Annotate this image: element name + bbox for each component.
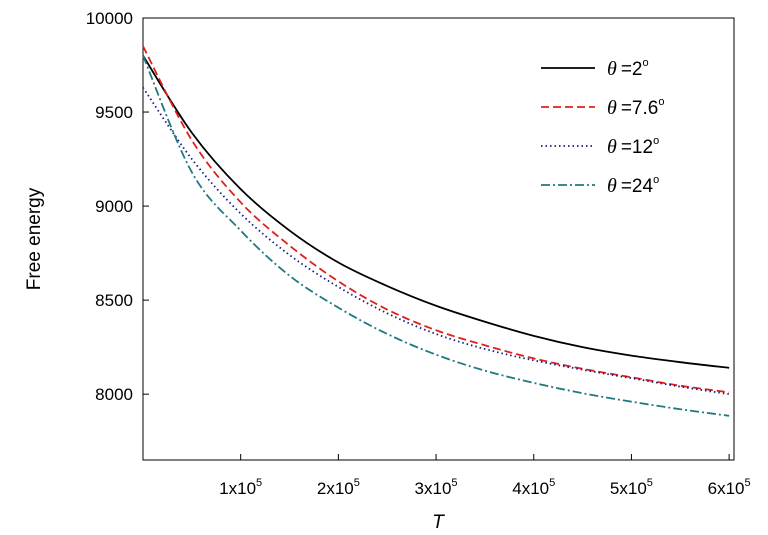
x-tick-label: 4x105 xyxy=(512,477,555,498)
y-tick-label: 9000 xyxy=(95,197,133,216)
series-line-1 xyxy=(142,55,730,369)
y-axis-label: Free energy xyxy=(24,187,45,290)
x-tick-label: 5x105 xyxy=(610,477,653,498)
legend-entry: θ =24o xyxy=(607,174,659,197)
axis-ticks: 8000 8500 9000 9500 10000 1x105 2x105 3x105 4x10… xyxy=(86,9,751,498)
x-tick-label: 6x105 xyxy=(708,477,751,498)
legend-entry: θ =7.6o xyxy=(607,96,664,119)
x-axis-label: T xyxy=(432,512,445,533)
series-line-2 xyxy=(142,45,730,394)
series-layer xyxy=(142,45,730,417)
y-tick-label: 9500 xyxy=(95,103,133,122)
y-tick-label: 8000 xyxy=(95,385,133,404)
plot-frame xyxy=(142,17,735,461)
series-line-3 xyxy=(142,87,730,396)
y-tick-label: 10000 xyxy=(86,9,133,28)
x-tick-label: 1x105 xyxy=(219,477,262,498)
series-line-4 xyxy=(142,55,730,417)
x-tick-label: 2x105 xyxy=(317,477,360,498)
legend: θ =2o θ =7.6o θ =12o θ =24o xyxy=(541,57,664,197)
x-tick-label: 3x105 xyxy=(415,477,458,498)
y-tick-label: 8500 xyxy=(95,291,133,310)
legend-entry: θ =12o xyxy=(607,135,659,158)
legend-entry: θ =2o xyxy=(607,57,649,80)
